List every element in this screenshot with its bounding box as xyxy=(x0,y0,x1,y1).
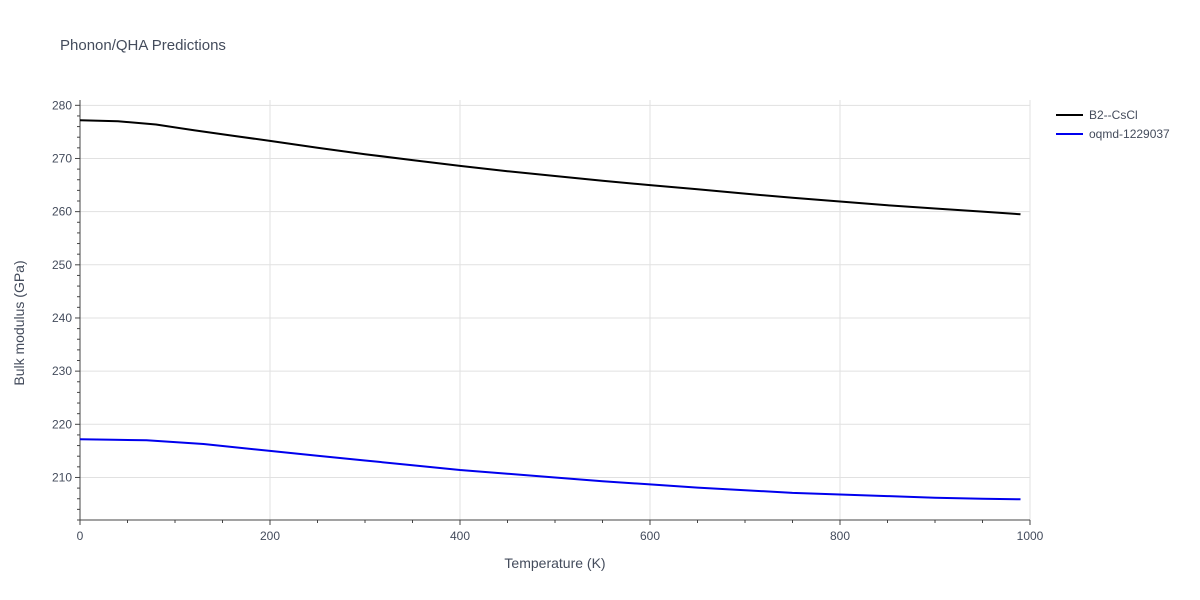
y-tick-label: 280 xyxy=(52,98,72,112)
grid xyxy=(80,100,1031,520)
y-tick-label: 230 xyxy=(52,364,72,378)
y-tick-label: 210 xyxy=(52,470,72,484)
series-lines xyxy=(79,119,1021,501)
y-tick-label: 240 xyxy=(52,311,72,325)
x-tick-label: 400 xyxy=(450,529,470,543)
x-tick-label: 1000 xyxy=(1017,529,1044,543)
series-line-2[interactable] xyxy=(79,438,1021,501)
x-tick-label: 0 xyxy=(77,529,84,543)
chart-title: Phonon/QHA Predictions xyxy=(60,37,226,54)
y-tick-label: 270 xyxy=(52,151,72,165)
y-tick-label: 260 xyxy=(52,205,72,219)
series-line-1[interactable] xyxy=(79,119,1021,216)
legend-label: B2--CsCl xyxy=(1089,108,1138,122)
y-axis-title: Bulk modulus (GPa) xyxy=(11,260,27,385)
x-axis-title: Temperature (K) xyxy=(504,555,605,571)
legend[interactable]: B2--CsCl oqmd-1229037 xyxy=(1056,108,1170,141)
x-tick-label: 800 xyxy=(830,529,850,543)
y-tick-label: 220 xyxy=(52,417,72,431)
legend-label: oqmd-1229037 xyxy=(1089,127,1170,141)
x-tick-label: 200 xyxy=(260,529,280,543)
x-tick-label: 600 xyxy=(640,529,660,543)
legend-item-2[interactable]: oqmd-1229037 xyxy=(1056,127,1170,141)
y-tick-label: 250 xyxy=(52,258,72,272)
axes: 0 200 400 600 800 1000 210 220 230 240 250 260 270 28… xyxy=(52,98,1044,543)
legend-item-1[interactable]: B2--CsCl xyxy=(1056,108,1138,122)
